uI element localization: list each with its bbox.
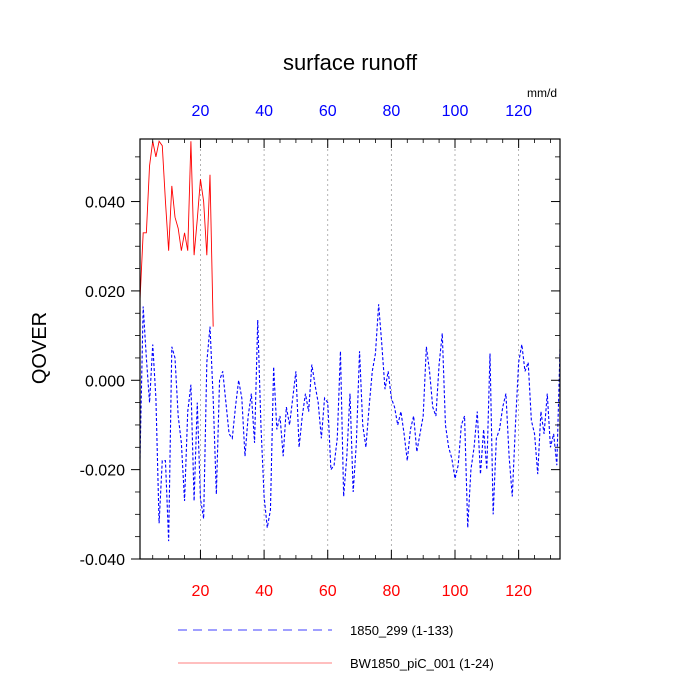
top-tick-label-20: 20 bbox=[192, 103, 210, 120]
legend-label-bw1850: BW1850_piC_001 (1-24) bbox=[350, 656, 494, 671]
bottom-tick-label-40: 40 bbox=[255, 583, 273, 600]
tick-labels: 20 20 40 40 60 60 80 80 100 100 120 120 -0.040 -0.020… bbox=[80, 103, 532, 600]
top-tick-label-120: 120 bbox=[505, 103, 532, 120]
top-tick-label-80: 80 bbox=[382, 103, 400, 120]
bottom-tick-label-60: 60 bbox=[319, 583, 337, 600]
bottom-tick-label-80: 80 bbox=[382, 583, 400, 600]
y-tick-label-4: 0.040 bbox=[85, 195, 125, 212]
top-axis-units: mm/d bbox=[527, 86, 557, 100]
legend-label-1850-299: 1850_299 (1-133) bbox=[350, 623, 453, 638]
top-tick-label-40: 40 bbox=[255, 103, 273, 120]
axis-ticks bbox=[131, 139, 560, 560]
series-line-0 bbox=[139, 304, 561, 542]
y-tick-label-3: 0.020 bbox=[85, 284, 125, 301]
grid-lines bbox=[200, 139, 520, 559]
top-tick-label-100: 100 bbox=[442, 103, 469, 120]
bottom-tick-label-100: 100 bbox=[442, 583, 469, 600]
plot-series bbox=[139, 140, 561, 542]
bottom-tick-label-120: 120 bbox=[505, 583, 532, 600]
bottom-tick-label-20: 20 bbox=[192, 583, 210, 600]
legend: 1850_299 (1-133) BW1850_piC_001 (1-24) bbox=[178, 623, 494, 671]
top-tick-label-60: 60 bbox=[319, 103, 337, 120]
y-tick-label-0: -0.040 bbox=[80, 552, 125, 569]
series-line-1 bbox=[139, 140, 214, 327]
y-tick-label-2: 0.000 bbox=[85, 373, 125, 390]
y-tick-label-1: -0.020 bbox=[80, 463, 125, 480]
plot-frame bbox=[139, 138, 561, 560]
chart-title: surface runoff bbox=[283, 50, 418, 75]
y-axis-label: QOVER bbox=[29, 312, 51, 384]
